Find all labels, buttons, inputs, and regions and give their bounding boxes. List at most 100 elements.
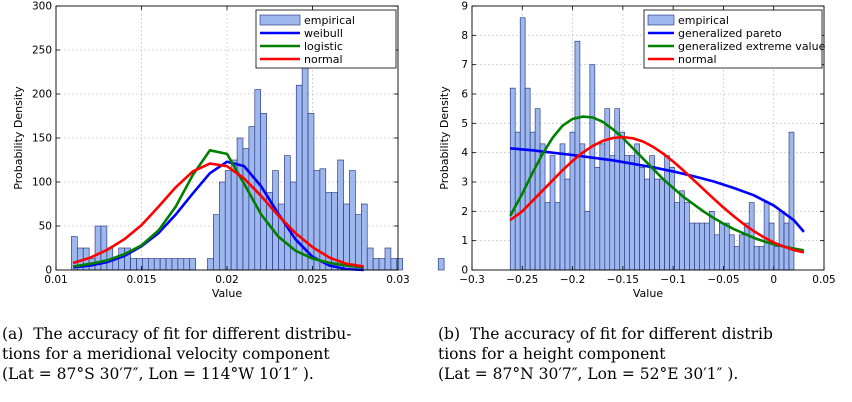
x-tick-label-a: 0.025	[297, 274, 327, 286]
histogram-bar-a	[224, 170, 232, 271]
y-tick-label-b: 6	[461, 89, 468, 101]
histogram-bar-b	[669, 167, 675, 271]
histogram-bar-a	[378, 258, 386, 271]
caption-b: (b) The accuracy of fit for different di…	[438, 324, 773, 384]
histogram-bar-b	[559, 143, 566, 271]
legend-label-a: weibull	[304, 27, 343, 40]
histogram-bar-b	[509, 87, 516, 271]
x-tick-label-b: −0.1	[660, 274, 686, 286]
y-tick-label-b: 5	[461, 118, 468, 130]
histogram-bar-b	[674, 202, 680, 271]
histogram-bar-b	[699, 222, 705, 271]
legend-label-a: normal	[304, 53, 343, 66]
caption-a-line-3: (Lat = 87°S 30′7″, Lon = 114°W 10′1″ ).	[2, 365, 314, 383]
caption-a-line-2: tions for a meridional velocity componen…	[2, 345, 330, 363]
histogram-bar-b	[714, 234, 720, 271]
histogram-bar-b	[733, 246, 740, 271]
histogram-bar-a	[290, 181, 297, 271]
histogram-bar-b	[639, 167, 645, 271]
legend-label-a: empirical	[304, 14, 355, 27]
histogram-bar-b	[753, 246, 760, 271]
histogram-bar-b	[619, 131, 626, 271]
histogram-bar-a	[148, 258, 155, 271]
histogram-bar-b	[599, 143, 606, 271]
histogram-bar-a	[177, 258, 185, 271]
x-tick-label-b: 0.05	[812, 274, 835, 286]
histogram-bar-a	[142, 258, 149, 271]
histogram-bar-b	[644, 178, 650, 271]
histogram-bar-b	[768, 222, 775, 271]
histogram-bar-b	[743, 222, 750, 271]
series-line-b-0	[510, 146, 805, 233]
histogram-bar-b	[584, 211, 591, 271]
legend-label-b: normal	[678, 53, 717, 66]
histogram-bar-b	[589, 64, 596, 271]
histogram-bar-b	[723, 222, 730, 271]
x-tick-label-a: 0.015	[126, 274, 156, 286]
legend-swatch-b	[647, 14, 675, 26]
y-tick-label-b: 2	[461, 206, 468, 218]
histogram-bar-b	[569, 131, 576, 271]
series-line-b-1	[509, 115, 805, 252]
figure: 0.01 0.015 0.02 0.025 0.03050100150200250300…	[12, 1, 836, 301]
histogram-bar-b	[549, 155, 556, 271]
x-tick-label-a: 0.03	[386, 274, 409, 286]
x-axis-label-a: Value	[212, 287, 242, 300]
caption-b-line-1: (b) The accuracy of fit for different di…	[438, 325, 773, 343]
chart-b: −0.3 −0.25 −0.2 −0.15 −0.1 −0.05 0 0.05 0 1 2 3 4 5 6 7…	[438, 1, 836, 301]
histogram-bar-a	[396, 258, 404, 271]
legend-swatch-a	[259, 14, 301, 26]
histogram-bar-b	[544, 202, 551, 271]
histogram-bar-b	[649, 155, 655, 271]
y-tick-label-b: 9	[461, 1, 468, 13]
x-tick-label-b: 0	[770, 274, 777, 286]
y-tick-label-a: 100	[32, 177, 52, 189]
histogram-bar-a	[213, 214, 220, 271]
x-tick-label-b: −0.15	[607, 274, 639, 286]
caption-b-line-2: tions for a height component	[438, 345, 666, 363]
histogram-bar-b	[689, 222, 695, 271]
legend-label-a: logistic	[304, 40, 343, 53]
x-tick-label-b: −0.25	[506, 274, 538, 286]
histogram-bar-b	[778, 211, 785, 271]
histogram-bar-b	[604, 108, 611, 271]
series-line-b-2	[509, 135, 805, 254]
histogram-bar-a	[236, 137, 244, 271]
x-tick-label-a: 0.01	[44, 274, 67, 286]
histogram-bar-b	[654, 178, 660, 271]
caption-a: (a) The accuracy of fit for different di…	[2, 324, 351, 384]
histogram-bar-a	[437, 258, 445, 271]
histogram-bar-b	[664, 155, 670, 271]
series-line-a-1	[72, 149, 364, 269]
x-tick-label-b: −0.3	[459, 274, 485, 286]
histogram-bar-b	[659, 178, 665, 271]
histogram-bar-b	[534, 108, 541, 271]
histogram-bar-a	[230, 159, 238, 271]
histogram-bar-b	[554, 202, 561, 271]
histogram-bar-a	[219, 181, 226, 271]
histogram-bar-b	[679, 190, 685, 271]
y-tick-label-b: 0	[461, 265, 468, 277]
y-tick-label-b: 7	[461, 59, 468, 71]
y-axis-label-b: Probability Density	[438, 86, 451, 190]
histogram-bar-a	[361, 203, 368, 271]
series-line-a-2	[72, 162, 364, 268]
x-tick-label-b: −0.2	[560, 274, 586, 286]
y-tick-label-a: 0	[45, 265, 52, 277]
histogram-bar-a	[372, 258, 380, 271]
histogram-bar-a	[337, 159, 344, 271]
histogram-bar-b	[579, 143, 586, 271]
histogram-bar-b	[564, 178, 571, 271]
histogram-bar-a	[207, 258, 214, 271]
histogram-bar-a	[153, 258, 161, 271]
histogram-bar-a	[189, 258, 196, 271]
histogram-bar-b	[773, 246, 780, 271]
y-tick-label-a: 250	[32, 45, 52, 57]
histogram-bar-b	[519, 17, 526, 271]
histogram-bar-a	[349, 170, 356, 271]
histogram-bar-a	[384, 247, 392, 271]
chart-a: 0.01 0.015 0.02 0.025 0.03 0 50 100 150 200 250 300…	[12, 1, 445, 300]
histogram-bar-a	[272, 170, 279, 271]
legend-label-b: generalized pareto	[678, 27, 782, 40]
histogram-bar-a	[183, 258, 191, 271]
